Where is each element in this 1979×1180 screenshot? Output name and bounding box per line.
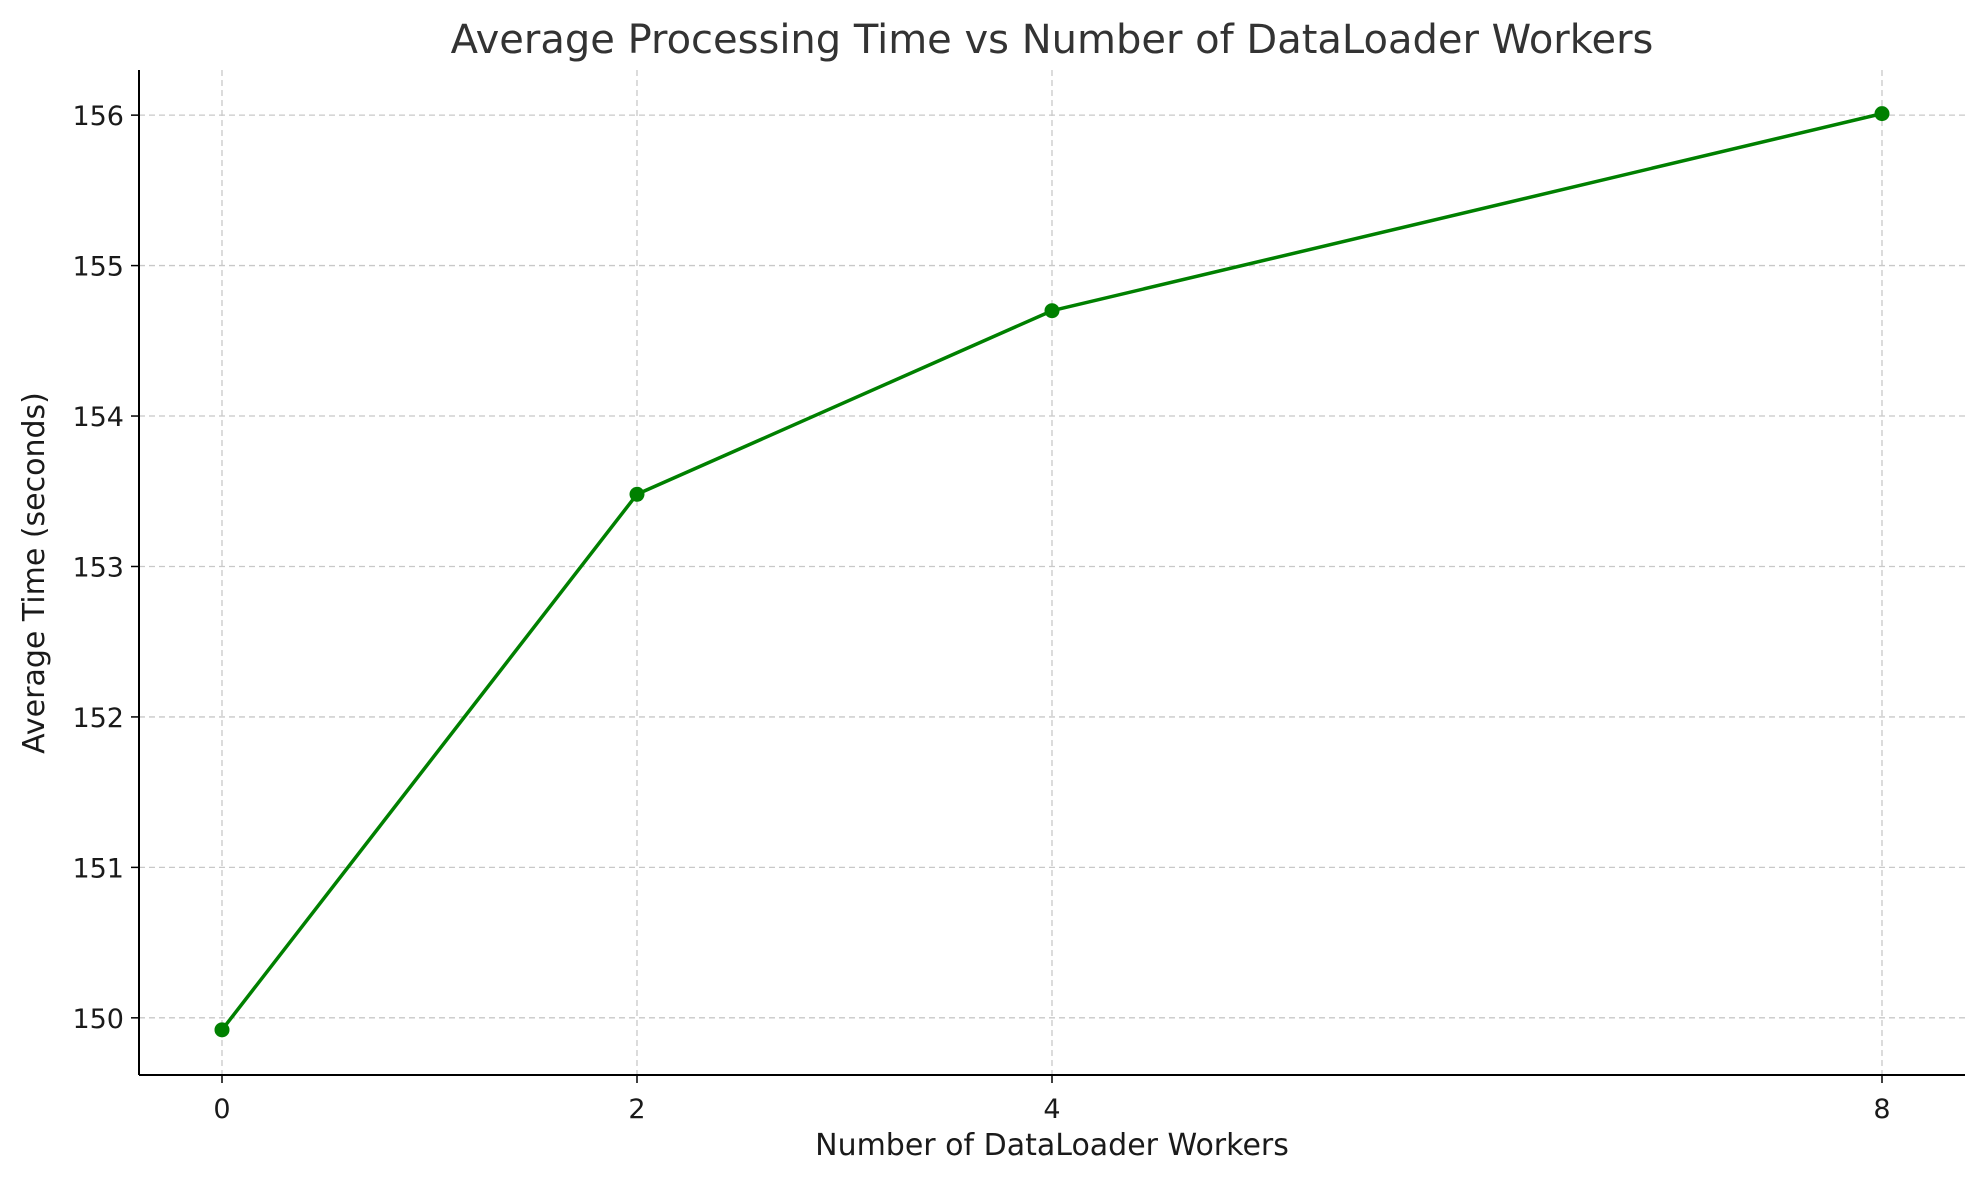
grid-layer	[139, 70, 1965, 1075]
x-tick-label: 8	[1873, 1094, 1890, 1125]
ticks-layer: 0 2 4 8 150 151 152 153 154 155 156	[72, 101, 1890, 1125]
y-tick-label: 154	[72, 402, 124, 433]
data-point	[1044, 303, 1060, 319]
series-layer	[214, 106, 1890, 1038]
data-point	[1874, 106, 1890, 122]
y-tick-label: 155	[72, 252, 124, 283]
y-tick-label: 151	[72, 853, 124, 884]
x-axis-label: Number of DataLoader Workers	[815, 1128, 1289, 1163]
series-line	[220, 111, 1884, 1032]
chart-title: Average Processing Time vs Number of Dat…	[451, 17, 1654, 63]
x-tick-label: 0	[213, 1094, 230, 1125]
y-tick-label: 152	[72, 703, 124, 734]
y-axis-label: Average Time (seconds)	[17, 392, 52, 754]
data-point	[629, 486, 645, 502]
x-tick-label: 4	[1043, 1094, 1060, 1125]
data-point	[214, 1022, 230, 1038]
x-tick-label: 2	[628, 1094, 645, 1125]
y-tick-label: 153	[72, 552, 124, 583]
y-tick-label: 150	[72, 1004, 124, 1035]
y-tick-label: 156	[72, 101, 124, 132]
